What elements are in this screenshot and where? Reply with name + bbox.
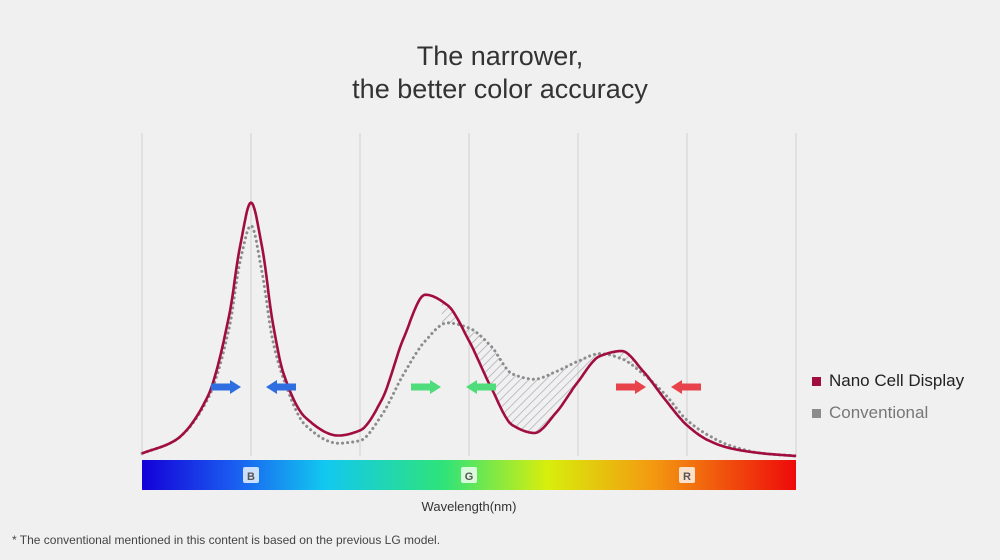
band-label-b: B — [247, 471, 255, 483]
arrow-right-green-icon — [411, 380, 441, 394]
chart-title: The narrower, the better color accuracy — [0, 40, 1000, 106]
chart-title-line-1: The narrower, — [416, 41, 584, 71]
arrow-left-blue-icon — [266, 380, 296, 394]
legend-swatch-conventional — [812, 408, 821, 418]
band-label-r: R — [683, 471, 691, 483]
gap-hatch-area — [441, 301, 638, 433]
legend-item-conventional: Conventional — [812, 402, 964, 424]
legend-label-nano-cell: Nano Cell Display — [829, 371, 965, 390]
band-label-box — [243, 467, 259, 483]
series-line-nano-cell — [141, 201, 797, 458]
chart-legend: Nano Cell Display Conventional — [812, 370, 964, 434]
legend-label-conventional: Conventional — [829, 403, 929, 422]
footnote: * The conventional mentioned in this con… — [12, 533, 441, 547]
arrow-right-red-icon — [616, 380, 646, 394]
arrow-left-red-icon — [671, 380, 701, 394]
band-label-g: G — [465, 471, 474, 483]
arrow-left-green-icon — [466, 380, 496, 394]
chart-title-line-2: the better color accuracy — [352, 74, 648, 104]
band-label-box — [461, 467, 477, 483]
legend-item-nano-cell: Nano Cell Display — [812, 370, 964, 392]
legend-swatch-nano-cell — [812, 376, 821, 386]
arrow-right-blue-icon — [211, 380, 241, 394]
series-line-conventional — [140, 223, 798, 458]
band-label-box — [679, 467, 695, 483]
x-axis-label: Wavelength(nm) — [422, 499, 517, 514]
